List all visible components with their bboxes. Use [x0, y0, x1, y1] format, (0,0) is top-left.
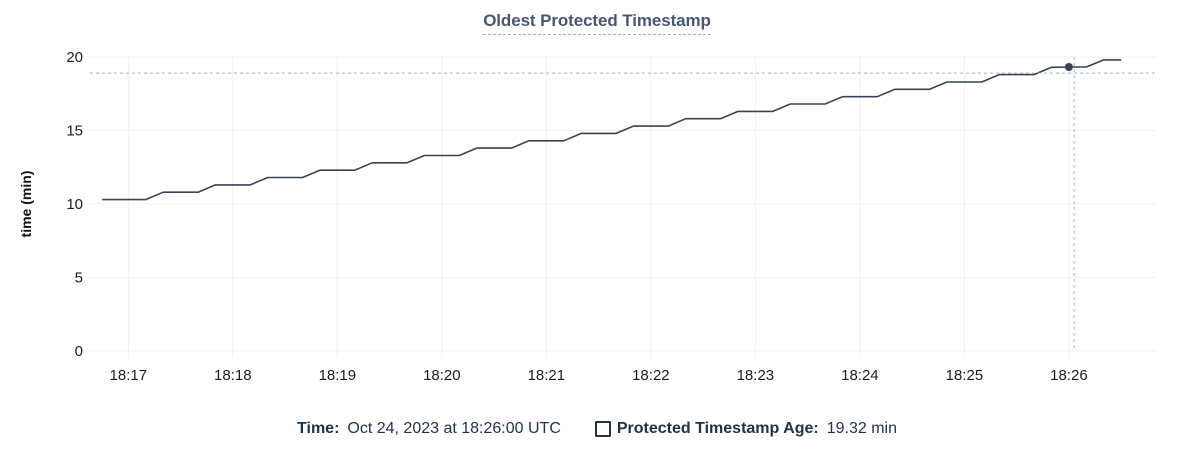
- series-line: [102, 59, 1122, 201]
- legend-series-label: Protected Timestamp Age:: [616, 420, 819, 437]
- chart-legend: Time: Oct 24, 2023 at 18:26:00 UTC Prote…: [0, 420, 1194, 438]
- x-tick-label: 18:20: [423, 367, 461, 384]
- x-tick-label: 18:17: [110, 367, 148, 384]
- y-tick-label: 20: [66, 49, 83, 66]
- chart-title[interactable]: Oldest Protected Timestamp: [483, 11, 711, 35]
- x-tick-label: 18:24: [841, 367, 879, 384]
- y-tick-label: 15: [66, 123, 83, 140]
- x-tick-label: 18:25: [946, 367, 984, 384]
- legend-time-value: Oct 24, 2023 at 18:26:00 UTC: [347, 420, 561, 437]
- x-tick-label: 18:23: [737, 367, 775, 384]
- plot-area[interactable]: 0 5 10 15 20 18:17 18:18 18:19 18:20 18:21 18:22 18…: [0, 0, 1194, 400]
- y-tick-label: 0: [75, 343, 83, 360]
- x-tick-label: 18:22: [632, 367, 670, 384]
- hover-layer: [90, 57, 1156, 351]
- legend-series-value: 19.32 min: [826, 420, 897, 437]
- x-tick-label: 18:19: [319, 367, 357, 384]
- y-axis-title: time (min): [18, 171, 34, 238]
- x-tick-label: 18:26: [1050, 367, 1088, 384]
- series-marker-icon[interactable]: [594, 421, 611, 437]
- legend-time-label: Time:: [297, 420, 340, 437]
- hover-point-dot: [1064, 62, 1073, 71]
- axis-layer: 0 5 10 15 20 18:17 18:18 18:19 18:20 18:21 18:22 18…: [66, 49, 1087, 384]
- chart-title-row: Oldest Protected Timestamp: [0, 11, 1194, 35]
- y-tick-label: 10: [66, 196, 83, 213]
- x-tick-label: 18:21: [528, 367, 566, 384]
- series-layer: [102, 59, 1122, 201]
- grid-layer: [90, 56, 1156, 352]
- x-tick-label: 18:18: [214, 367, 252, 384]
- y-tick-label: 5: [75, 270, 83, 287]
